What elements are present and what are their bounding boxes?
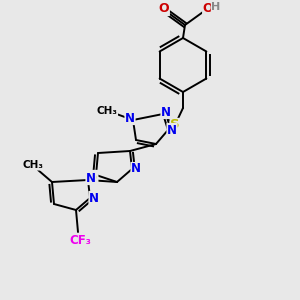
Text: S: S — [88, 170, 98, 184]
Text: CF₃: CF₃ — [69, 235, 91, 248]
Text: CH₃: CH₃ — [22, 160, 44, 170]
Text: N: N — [161, 106, 171, 118]
Text: S: S — [170, 118, 180, 131]
Text: N: N — [167, 124, 177, 136]
Text: N: N — [131, 163, 141, 176]
Text: H: H — [212, 2, 220, 12]
Text: N: N — [86, 172, 96, 184]
Text: O: O — [159, 2, 169, 16]
Text: N: N — [89, 191, 99, 205]
Text: N: N — [125, 112, 135, 124]
Text: CH₃: CH₃ — [97, 106, 118, 116]
Text: O: O — [203, 2, 213, 16]
